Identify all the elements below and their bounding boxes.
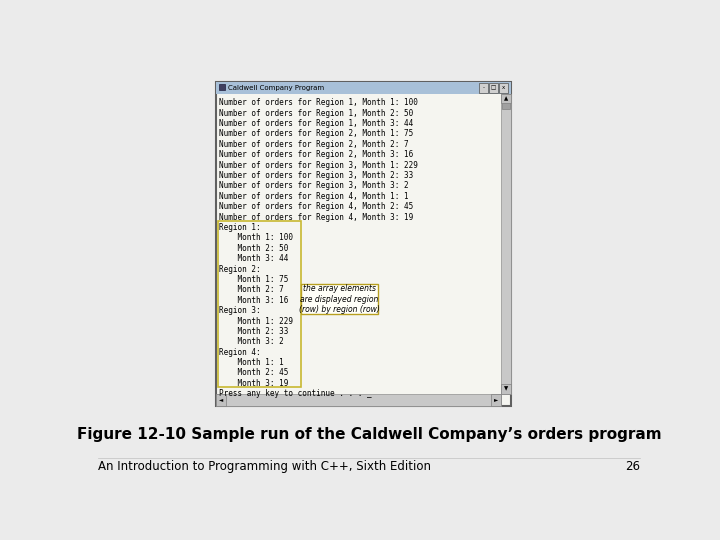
Text: Region 4:: Region 4: xyxy=(220,348,261,357)
Text: ►: ► xyxy=(494,397,498,402)
Bar xyxy=(492,394,500,406)
Text: Month 1: 1: Month 1: 1 xyxy=(220,358,284,367)
Text: Month 1: 75: Month 1: 75 xyxy=(220,275,289,284)
Bar xyxy=(216,82,510,94)
Text: Month 2: 7: Month 2: 7 xyxy=(220,285,284,294)
Text: Month 1: 229: Month 1: 229 xyxy=(220,316,294,326)
Text: Month 2: 33: Month 2: 33 xyxy=(220,327,289,336)
Text: Number of orders for Region 3, Month 3: 2: Number of orders for Region 3, Month 3: … xyxy=(220,181,409,191)
Bar xyxy=(301,285,378,314)
Text: Press any key to continue . . . _: Press any key to continue . . . _ xyxy=(220,389,372,399)
Text: Region 3:: Region 3: xyxy=(220,306,261,315)
Text: Number of orders for Region 4, Month 3: 19: Number of orders for Region 4, Month 3: … xyxy=(220,213,414,221)
Text: Number of orders for Region 4, Month 1: 1: Number of orders for Region 4, Month 1: … xyxy=(220,192,409,201)
Bar xyxy=(500,94,510,103)
Bar xyxy=(500,384,510,394)
Text: Month 1: 100: Month 1: 100 xyxy=(220,233,294,242)
Text: Month 3: 2: Month 3: 2 xyxy=(220,338,284,346)
Text: Region 1:: Region 1: xyxy=(220,223,261,232)
Text: Number of orders for Region 1, Month 2: 50: Number of orders for Region 1, Month 2: … xyxy=(220,109,414,118)
Text: Number of orders for Region 3, Month 2: 33: Number of orders for Region 3, Month 2: … xyxy=(220,171,414,180)
Bar xyxy=(489,83,498,92)
Bar xyxy=(500,94,510,394)
Text: Number of orders for Region 1, Month 1: 100: Number of orders for Region 1, Month 1: … xyxy=(220,98,418,107)
Text: Month 2: 45: Month 2: 45 xyxy=(220,368,289,377)
Text: 26: 26 xyxy=(625,460,640,473)
Text: Number of orders for Region 1, Month 3: 44: Number of orders for Region 1, Month 3: … xyxy=(220,119,414,128)
Text: Number of orders for Region 4, Month 2: 45: Number of orders for Region 4, Month 2: … xyxy=(220,202,414,211)
Text: x: x xyxy=(502,85,505,90)
Bar xyxy=(499,83,508,92)
Text: ▲: ▲ xyxy=(504,96,508,101)
Text: Month 3: 44: Month 3: 44 xyxy=(220,254,289,263)
Text: Caldwell Company Program: Caldwell Company Program xyxy=(228,85,324,91)
Text: Number of orders for Region 2, Month 1: 75: Number of orders for Region 2, Month 1: … xyxy=(220,130,414,138)
Bar xyxy=(218,221,301,387)
Text: the array elements
are displayed region
(row) by region (row): the array elements are displayed region … xyxy=(299,284,380,314)
Text: Month 2: 50: Month 2: 50 xyxy=(220,244,289,253)
Bar xyxy=(216,394,225,406)
Text: -: - xyxy=(482,85,485,90)
Bar xyxy=(502,95,510,109)
Text: Number of orders for Region 2, Month 3: 16: Number of orders for Region 2, Month 3: … xyxy=(220,150,414,159)
Text: An Introduction to Programming with C++, Sixth Edition: An Introduction to Programming with C++,… xyxy=(98,460,431,473)
Bar xyxy=(479,83,487,92)
Text: Figure 12-10 Sample run of the Caldwell Company’s orders program: Figure 12-10 Sample run of the Caldwell … xyxy=(77,428,661,442)
Text: Region 2:: Region 2: xyxy=(220,265,261,274)
Text: □: □ xyxy=(491,85,496,90)
Bar xyxy=(219,84,225,90)
Text: Number of orders for Region 3, Month 1: 229: Number of orders for Region 3, Month 1: … xyxy=(220,160,418,170)
Text: ◄: ◄ xyxy=(219,397,223,402)
Text: ▼: ▼ xyxy=(504,387,508,392)
Text: Month 3: 19: Month 3: 19 xyxy=(220,379,289,388)
Text: Number of orders for Region 2, Month 2: 7: Number of orders for Region 2, Month 2: … xyxy=(220,140,409,149)
Bar xyxy=(216,82,510,406)
Text: Month 3: 16: Month 3: 16 xyxy=(220,296,289,305)
Bar xyxy=(216,394,500,406)
